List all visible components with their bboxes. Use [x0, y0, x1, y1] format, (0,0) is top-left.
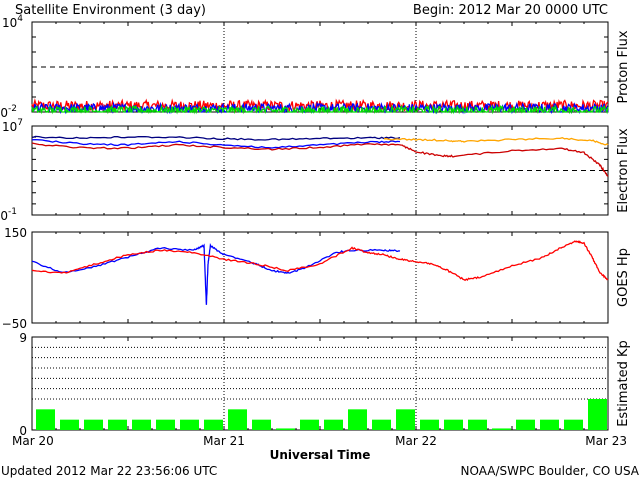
kp-bar: [372, 419, 391, 430]
goes_hp-series-red: [31, 239, 609, 282]
kp-bar: [36, 409, 55, 430]
kp-bar: [276, 428, 295, 430]
kp-bar: [156, 419, 175, 430]
kp-ylabel: Estimated Kp: [616, 340, 631, 427]
kp-bar: [348, 409, 367, 430]
goes_hp-series-blue: [31, 243, 401, 305]
proton-series-green: [31, 104, 609, 115]
kp-bar: [564, 419, 583, 430]
x-tick-label: Mar 20: [12, 434, 54, 448]
goes_hp-frame: [31, 231, 609, 324]
kp-bar: [444, 419, 463, 430]
credit-text: NOAA/SWPC Boulder, CO USA: [461, 464, 640, 478]
x-tick-label: Mar 22: [395, 434, 437, 448]
kp-bar: [228, 409, 247, 430]
kp-bar: [468, 419, 487, 430]
y-tick-label: −50: [2, 317, 27, 331]
y-tick-exponent: 4: [17, 14, 23, 24]
x-axis-title: Universal Time: [270, 448, 371, 462]
kp-bar: [588, 399, 607, 430]
y-tick-exponent: -2: [8, 104, 17, 114]
kp-bar: [492, 428, 511, 430]
kp-bar: [108, 419, 127, 430]
electron-panel: 107 10-1 Electron Flux: [0, 118, 631, 223]
y-tick-label: 10-1: [0, 207, 17, 223]
plot-title: Satellite Environment (3 day): [15, 3, 206, 18]
kp-frame: [31, 336, 609, 431]
electron-series-blue: [31, 138, 401, 149]
y-tick-exponent: -1: [8, 207, 17, 217]
kp-bar: [420, 419, 439, 430]
kp-bar: [516, 419, 535, 430]
kp-panel: 9 0 Estimated Kp: [19, 331, 631, 438]
kp-bar: [84, 419, 103, 430]
proton-panel: 104 10-2 Proton Flux: [0, 14, 631, 120]
goes_hp-ylabel: GOES Hp: [616, 248, 631, 307]
x-tick-label: Mar 23: [585, 434, 627, 448]
electron-series-navy: [31, 135, 401, 141]
kp-bar: [204, 419, 223, 430]
y-tick-label: 107: [2, 118, 23, 134]
goes_hp-panel: 150 −50 GOES Hp: [2, 226, 631, 331]
electron-series-darkred: [31, 142, 609, 177]
updated-time: Updated 2012 Mar 22 23:56:06 UTC: [1, 464, 217, 478]
kp-bar: [180, 419, 199, 430]
y-tick-exponent: 7: [17, 118, 23, 128]
proton-ylabel: Proton Flux: [616, 30, 631, 103]
kp-bar: [540, 419, 559, 430]
kp-bar: [396, 409, 415, 430]
y-tick-label: 150: [4, 226, 27, 240]
y-tick-label: 0: [19, 424, 27, 438]
proton-series-red: [31, 98, 609, 114]
y-tick-label: 104: [2, 14, 23, 30]
kp-bar: [300, 419, 319, 430]
kp-bar: [252, 419, 271, 430]
electron-ylabel: Electron Flux: [616, 128, 631, 213]
kp-bar: [132, 419, 151, 430]
y-tick-label: 10-2: [0, 104, 17, 120]
kp-bar: [324, 419, 343, 430]
x-tick-label: Mar 21: [203, 434, 245, 448]
y-tick-label: 9: [19, 331, 27, 345]
kp-bar: [60, 419, 79, 430]
electron-series-orange: [383, 137, 609, 146]
begin-time: Begin: 2012 Mar 20 0000 UTC: [413, 3, 608, 18]
